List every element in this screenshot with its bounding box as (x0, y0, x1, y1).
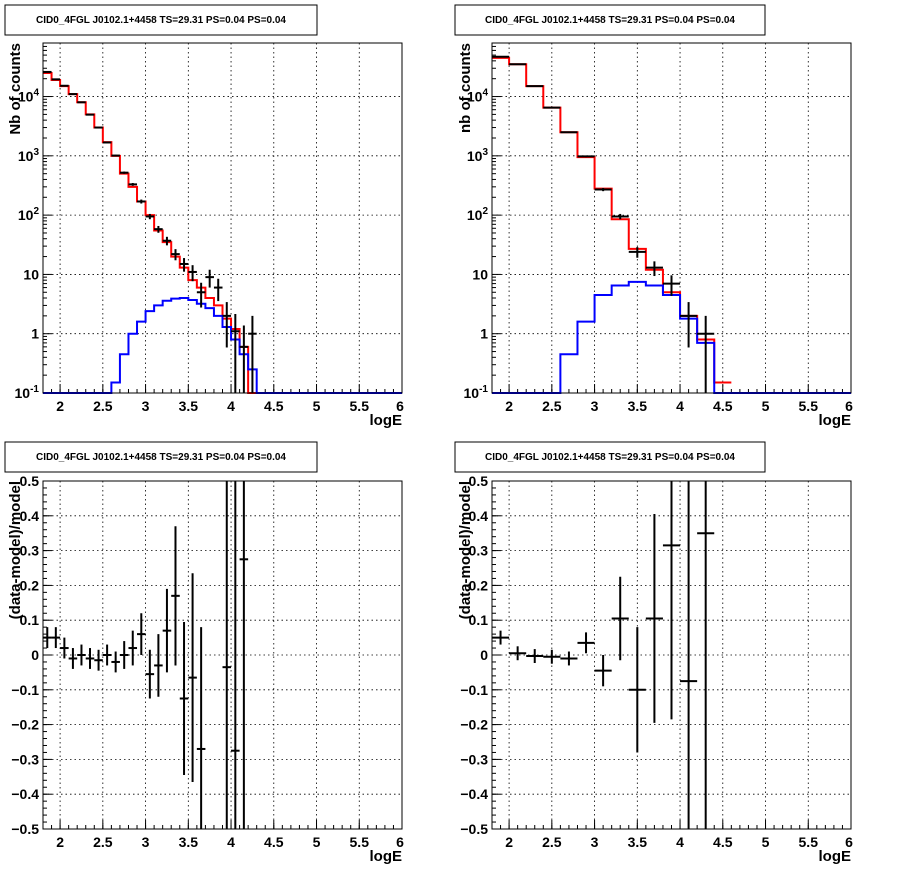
y-tick-label: 0 (31, 647, 39, 663)
x-tick-label: 2 (56, 834, 64, 850)
y-tick-label: 104 (467, 88, 489, 105)
x-tick-label: 3.5 (179, 398, 199, 414)
y-tick-label: −0.4 (11, 786, 39, 802)
y-tick-label: 1 (480, 326, 488, 342)
x-tick-label: 2 (505, 834, 513, 850)
y-tick-label: 0.1 (20, 612, 40, 628)
x-tick-label: 4 (227, 398, 235, 414)
component-histogram-line (492, 280, 851, 394)
y-axis-title: (data-model)/model (7, 481, 24, 619)
plot-title: CID0_4FGL J0102.1+4458 TS=29.31 PS=0.04 … (485, 452, 735, 463)
y-tick-label: −0.3 (460, 751, 488, 767)
x-tick-label: 5.5 (350, 398, 370, 414)
y-tick-label: −0.4 (460, 786, 488, 802)
x-tick-label: 4 (676, 398, 684, 414)
title-box (454, 441, 766, 473)
y-tick-label: 10-1 (15, 384, 40, 401)
panel-top-right-counts: CID0_4FGL J0102.1+4458 TS=29.31 PS=0.04 … (454, 4, 853, 429)
x-tick-label: 5 (313, 398, 321, 414)
y-tick-label: 0 (480, 647, 488, 663)
x-tick-label: 4 (676, 834, 684, 850)
y-tick-label: 0.3 (469, 543, 489, 559)
y-tick-label: 0.5 (20, 473, 40, 489)
y-tick-label: 0.4 (469, 508, 489, 524)
y-axis-title: Nb of counts (7, 43, 24, 135)
panel-bottom-right-residuals: CID0_4FGL J0102.1+4458 TS=29.31 PS=0.04 … (454, 441, 853, 865)
x-tick-label: 5.5 (799, 398, 819, 414)
x-tick-label: 3.5 (179, 834, 199, 850)
x-tick-label: 6 (396, 834, 404, 850)
x-tick-label: 3 (142, 834, 150, 850)
y-tick-label: 10 (23, 266, 39, 282)
y-tick-label: 0.4 (20, 508, 40, 524)
x-axis-title: logE (819, 848, 852, 865)
plot-frame (42, 42, 403, 394)
x-tick-label: 5 (762, 834, 770, 850)
panel-top-left-counts: CID0_4FGL J0102.1+4458 TS=29.31 PS=0.04 … (4, 4, 404, 429)
x-tick-label: 3.5 (628, 398, 648, 414)
y-axis-title: nb of counts (457, 43, 474, 133)
x-tick-label: 2.5 (542, 834, 562, 850)
x-axis-title: logE (370, 848, 403, 865)
y-tick-label: −0.2 (11, 717, 39, 733)
x-tick-label: 6 (845, 398, 853, 414)
y-tick-label: 10 (472, 266, 488, 282)
x-tick-label: 4.5 (264, 398, 284, 414)
x-axis-title: logE (819, 412, 852, 429)
y-tick-label: 0.2 (20, 577, 40, 593)
y-tick-label: 0.3 (20, 543, 40, 559)
x-tick-label: 3.5 (628, 834, 648, 850)
x-tick-label: 3 (591, 398, 599, 414)
y-tick-label: −0.2 (460, 717, 488, 733)
y-tick-label: 1 (31, 326, 39, 342)
x-tick-label: 2.5 (93, 398, 113, 414)
y-tick-label: −0.1 (11, 682, 39, 698)
x-tick-label: 5.5 (799, 834, 819, 850)
x-tick-label: 5 (762, 398, 770, 414)
y-tick-label: 102 (18, 206, 40, 223)
panel-bottom-left-residuals: CID0_4FGL J0102.1+4458 TS=29.31 PS=0.04 … (4, 441, 404, 865)
y-tick-label: 10-1 (464, 384, 489, 401)
y-tick-label: 103 (467, 147, 489, 164)
y-tick-label: −0.5 (11, 821, 39, 837)
y-tick-label: −0.3 (11, 751, 39, 767)
x-axis-title: logE (370, 412, 403, 429)
y-tick-label: 103 (18, 147, 40, 164)
y-tick-label: 102 (467, 206, 489, 223)
title-box (4, 4, 318, 36)
plot-frame (491, 42, 852, 394)
plot-frame (491, 480, 852, 830)
x-tick-label: 4.5 (713, 834, 733, 850)
title-box (4, 441, 318, 473)
x-tick-label: 5.5 (350, 834, 370, 850)
plot-title: CID0_4FGL J0102.1+4458 TS=29.31 PS=0.04 … (36, 452, 286, 463)
plot-frame (42, 480, 403, 830)
x-tick-label: 5 (313, 834, 321, 850)
x-tick-label: 2 (56, 398, 64, 414)
x-tick-label: 2 (505, 398, 513, 414)
y-tick-label: −0.1 (460, 682, 488, 698)
x-tick-label: 2.5 (542, 398, 562, 414)
y-axis-title: (data-model)/model (457, 481, 474, 619)
title-box (454, 4, 766, 36)
plot-title: CID0_4FGL J0102.1+4458 TS=29.31 PS=0.04 … (485, 15, 735, 26)
x-tick-label: 6 (396, 398, 404, 414)
y-tick-label: −0.5 (460, 821, 488, 837)
y-tick-label: 0.2 (469, 577, 489, 593)
y-tick-label: 104 (18, 88, 40, 105)
x-tick-label: 4.5 (713, 398, 733, 414)
model-histogram-line (43, 71, 257, 394)
x-tick-label: 6 (845, 834, 853, 850)
x-tick-label: 2.5 (93, 834, 113, 850)
x-tick-label: 4 (227, 834, 235, 850)
x-tick-label: 3 (142, 398, 150, 414)
plot-title: CID0_4FGL J0102.1+4458 TS=29.31 PS=0.04 … (36, 15, 286, 26)
y-tick-label: 0.1 (469, 612, 489, 628)
x-tick-label: 3 (591, 834, 599, 850)
y-tick-label: 0.5 (469, 473, 489, 489)
x-tick-label: 4.5 (264, 834, 284, 850)
